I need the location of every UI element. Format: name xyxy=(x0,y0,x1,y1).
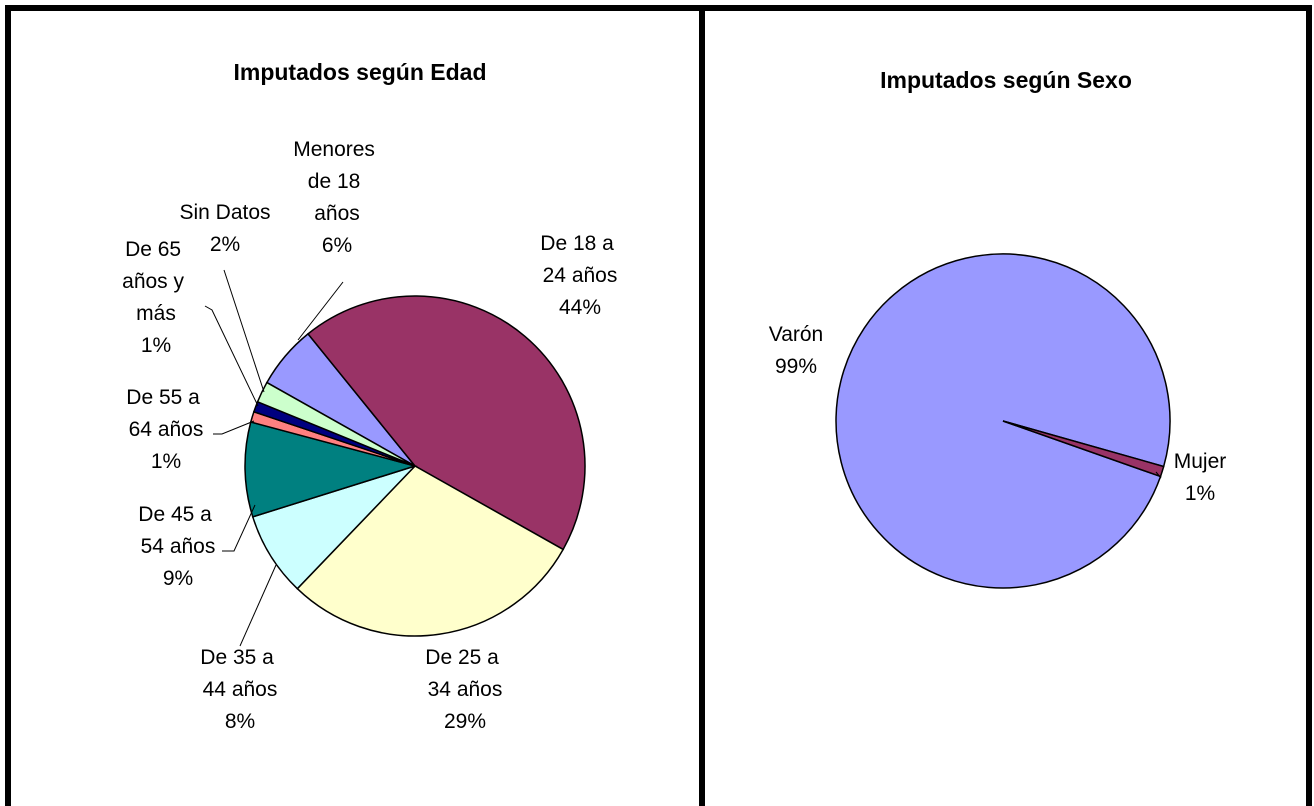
slice-value-label: 29% xyxy=(444,710,486,733)
leader-line xyxy=(297,281,344,341)
leader-line xyxy=(204,305,259,407)
slice-label: De 35 a 44 años xyxy=(200,646,279,701)
slice-value-label: 1% xyxy=(151,450,181,473)
pie-slice xyxy=(296,465,565,637)
slice-value-label: 8% xyxy=(225,710,255,733)
leader-line xyxy=(222,504,256,552)
slice-label: De 45 a 54 años xyxy=(138,503,217,558)
pie-slice xyxy=(244,421,418,518)
slice-label: Varón xyxy=(769,323,823,346)
slice-value-label: 1% xyxy=(141,334,171,357)
leader-line xyxy=(213,420,255,435)
slice-label: De 55 a 64 años xyxy=(126,386,205,441)
slice-label: De 65 años y más xyxy=(122,238,190,325)
leader-line xyxy=(223,269,265,393)
slice-value-label: 2% xyxy=(210,233,240,256)
slice-value-label: 99% xyxy=(775,355,817,378)
slice-label: De 18 a 24 años xyxy=(540,232,619,287)
pie-slice xyxy=(306,295,586,551)
slice-label: Menores de 18 años xyxy=(293,138,381,225)
slice-label: Mujer xyxy=(1174,450,1227,473)
pie-slice xyxy=(256,381,416,467)
slice-label: Sin Datos xyxy=(179,201,270,224)
slice-value-label: 44% xyxy=(559,296,601,319)
chart-title: Imputados según Edad xyxy=(233,59,486,85)
pie-slice xyxy=(1002,420,1165,478)
chart-title: Imputados según Sexo xyxy=(880,67,1132,93)
leader-line xyxy=(1155,471,1162,479)
slice-value-label: 6% xyxy=(322,234,352,257)
slice-value-label: 9% xyxy=(163,567,193,590)
slice-label: De 25 a 34 años xyxy=(425,646,504,701)
leader-line xyxy=(239,564,277,647)
slice-value-label: 1% xyxy=(1185,482,1215,505)
